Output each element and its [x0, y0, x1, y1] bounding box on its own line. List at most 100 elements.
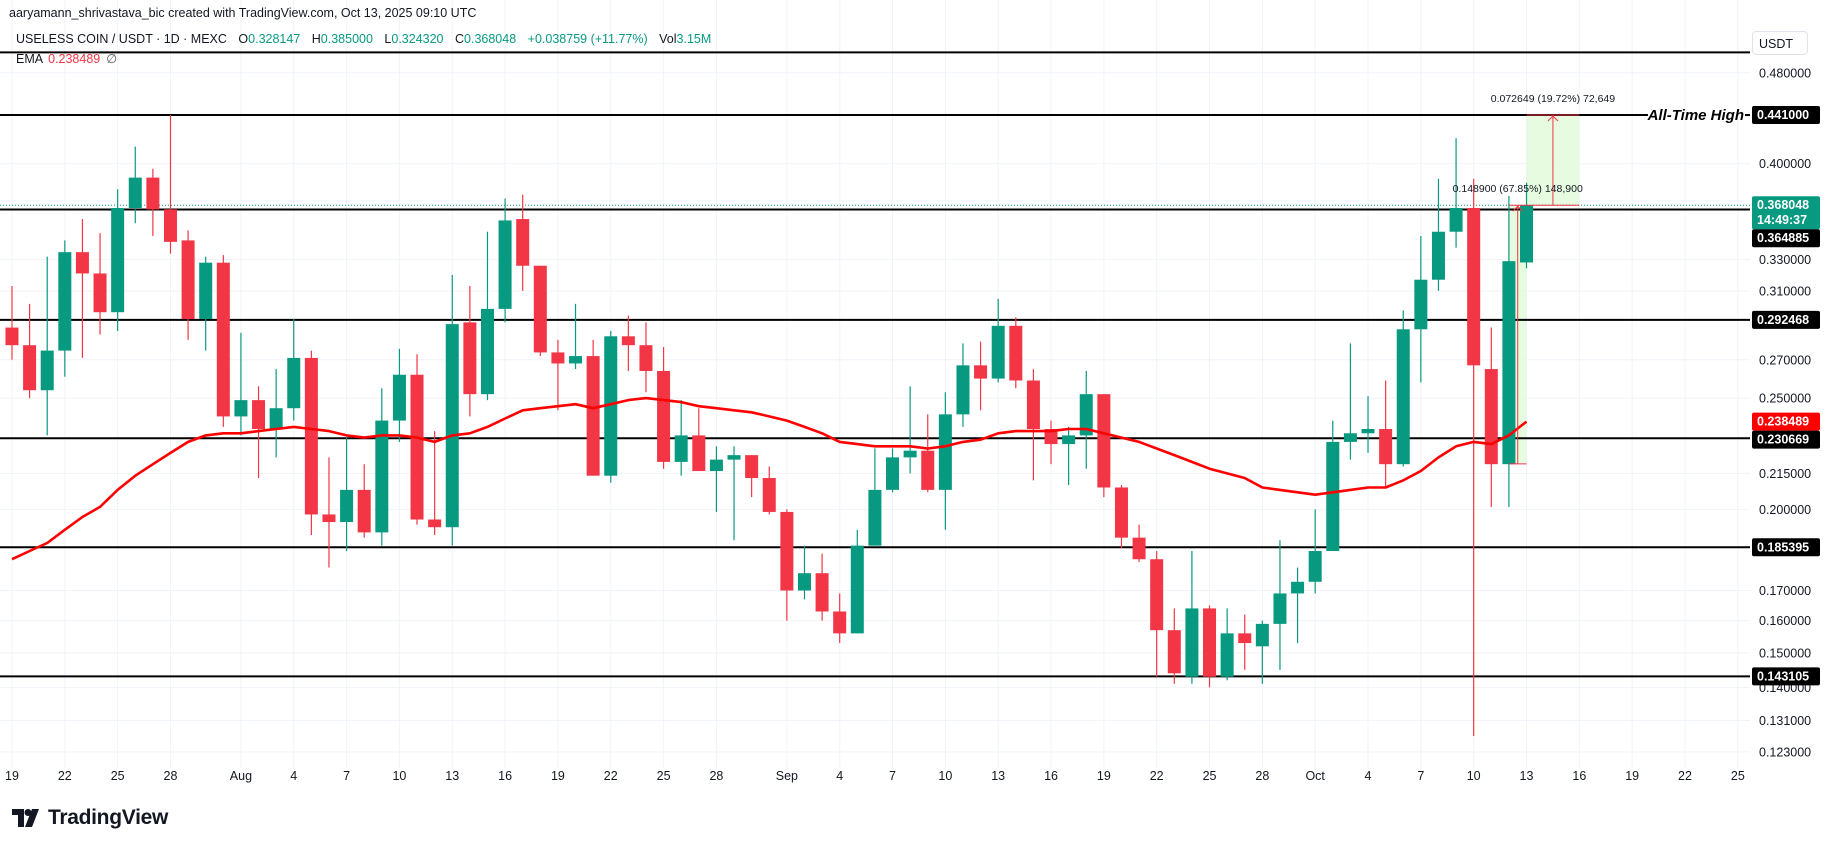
candle-body: [938, 414, 952, 490]
candle-body: [1132, 537, 1146, 560]
ema-value: 0.238489: [48, 52, 101, 66]
candle-body: [657, 370, 671, 462]
x-tick-label: 10: [1467, 769, 1481, 783]
candle-body: [1044, 428, 1058, 445]
time-axis[interactable]: 19 22 25 28 Aug 4 7 10 13 16 19 22 25 28 Sep 4 7 10 13 16 19…: [5, 769, 1745, 783]
x-tick-label: Oct: [1305, 769, 1325, 783]
candle-body: [340, 489, 354, 523]
x-tick-label: 22: [58, 769, 72, 783]
candle-body: [551, 352, 565, 364]
candle-body: [921, 450, 935, 490]
x-tick-label: 7: [1417, 769, 1424, 783]
candle-body: [1097, 394, 1111, 488]
y-tick-label: 0.150000: [1759, 646, 1811, 660]
candle-body: [1238, 633, 1252, 644]
candle-body: [674, 435, 688, 462]
x-tick-label: 4: [836, 769, 843, 783]
candle-body: [1396, 329, 1410, 465]
candle-body: [410, 374, 424, 520]
candle-body: [287, 357, 301, 409]
symbol-legend[interactable]: USELESS COIN / USDT · 1D · MEXC O0.32814…: [16, 32, 711, 46]
candle-body: [745, 455, 759, 479]
measure-arrow-head-icon: [1547, 115, 1559, 122]
x-tick-label: 28: [164, 769, 178, 783]
level-price-badge-text: 0.230669: [1757, 433, 1809, 447]
candle-body: [1009, 325, 1023, 381]
y-tick-label: 0.215000: [1759, 467, 1811, 481]
x-tick-label: 25: [1203, 769, 1217, 783]
candle-body: [234, 400, 248, 417]
last-price-badge-text: 0.368048: [1757, 198, 1809, 212]
x-tick-label: 16: [1044, 769, 1058, 783]
candle-body: [5, 327, 19, 346]
volume-label: Vol: [659, 32, 677, 46]
candle-body: [269, 408, 283, 429]
measurement-tools[interactable]: 0.072649 (19.72%) 72,649 0.148900 (67.85%…: [1453, 93, 1616, 465]
x-tick-label: 22: [604, 769, 618, 783]
level-price-badge-text: 0.364885: [1757, 231, 1809, 245]
candle-body: [533, 265, 547, 353]
close-label: C: [455, 32, 465, 46]
level-price-badge-text: 0.292468: [1757, 313, 1809, 327]
candle-body: [304, 357, 318, 515]
symbol-name: USELESS COIN / USDT · 1D · MEXC: [16, 32, 227, 46]
candle-body: [586, 356, 600, 476]
visibility-off-icon[interactable]: ∅: [106, 52, 118, 66]
candle-body: [375, 420, 389, 533]
candle-body: [23, 345, 37, 391]
y-tick-label: 0.200000: [1759, 503, 1811, 517]
close-value: 0.368048: [464, 32, 517, 46]
y-tick-label: 0.330000: [1759, 253, 1811, 267]
candle-body: [199, 262, 213, 319]
candle-body: [1255, 623, 1269, 647]
candle-body: [991, 325, 1005, 379]
candle-body: [498, 220, 512, 309]
tradingview-logo-icon: [12, 809, 39, 827]
ema-line: [11, 396, 1528, 561]
level-price-badge: [1752, 667, 1820, 686]
candle-body: [850, 545, 864, 634]
x-tick-label: 19: [1097, 769, 1111, 783]
y-tick-label: 0.170000: [1759, 584, 1811, 598]
y-tick-label: 0.131000: [1759, 714, 1811, 728]
price-axis[interactable]: 0.480000 0.400000 0.330000 0.310000 0.270000…: [1759, 66, 1811, 759]
level-price-badge: [1752, 229, 1820, 248]
candle-body: [1203, 608, 1217, 677]
candle-body: [1167, 630, 1181, 674]
candle-body: [58, 252, 72, 351]
low-label: L: [384, 32, 392, 46]
candle-body: [128, 177, 142, 209]
ema-legend[interactable]: EMA 0.238489 ∅: [16, 51, 117, 66]
x-tick-label: 25: [657, 769, 671, 783]
x-tick-label: 16: [498, 769, 512, 783]
measure-label: 0.148900 (67.85%) 148,900: [1453, 183, 1583, 195]
candle-body: [480, 308, 494, 395]
x-tick-label: 7: [343, 769, 350, 783]
candle-body: [1150, 559, 1164, 631]
candle-body: [146, 177, 160, 210]
x-tick-label: 4: [1365, 769, 1372, 783]
tradingview-logo[interactable]: TradingView: [12, 806, 168, 830]
candle-body: [1220, 633, 1234, 677]
currency-button[interactable]: USDT: [1752, 31, 1808, 55]
candle-body: [886, 457, 900, 490]
candle-body: [1079, 394, 1093, 436]
candle-body: [868, 489, 882, 546]
candle-body: [833, 611, 847, 634]
candle-body: [392, 374, 406, 421]
attribution-text: aaryamann_shrivastava_bic created with T…: [9, 6, 477, 20]
level-price-badge: [1752, 430, 1820, 449]
x-tick-label: 19: [551, 769, 565, 783]
candle-body: [974, 365, 988, 379]
measure-label: 0.072649 (19.72%) 72,649: [1491, 93, 1616, 105]
y-tick-label: 0.123000: [1759, 745, 1811, 759]
candle-body: [1114, 487, 1128, 538]
candle-body: [621, 336, 635, 346]
y-tick-label: 0.400000: [1759, 157, 1811, 171]
horizontal-levels[interactable]: All-Time High: [0, 51, 1750, 678]
candle-body: [111, 208, 125, 313]
y-tick-label: 0.270000: [1759, 353, 1811, 367]
candle-body: [322, 514, 336, 523]
